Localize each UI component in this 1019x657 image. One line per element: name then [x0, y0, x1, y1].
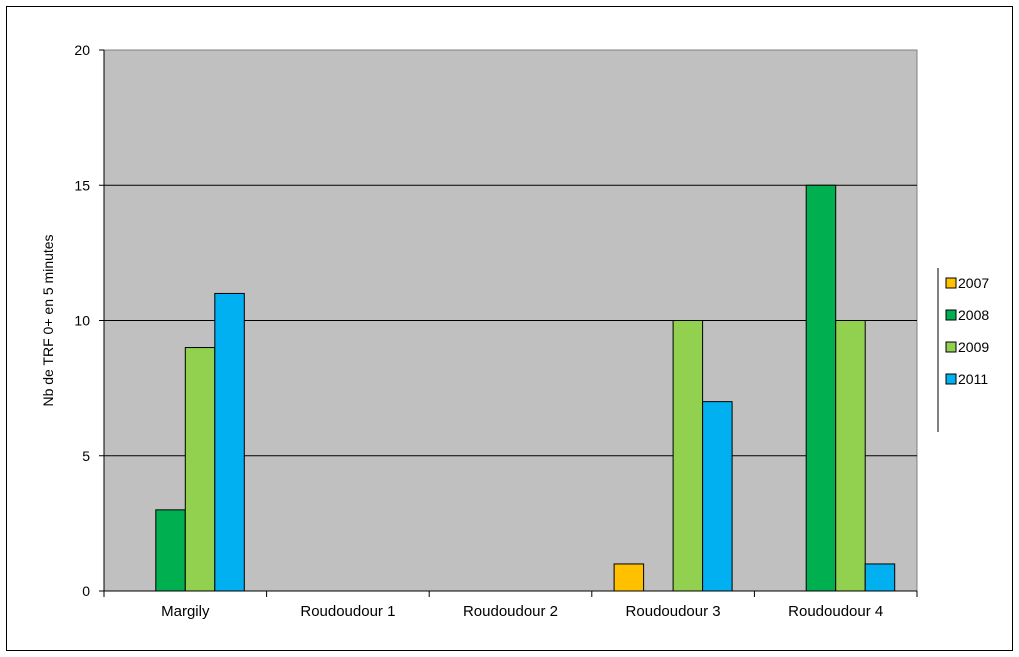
- bar-2011: [214, 292, 245, 592]
- legend-swatch-2011: [945, 373, 957, 385]
- bars: [155, 184, 896, 592]
- legend-label: 2008: [958, 307, 989, 323]
- y-tick-label: 5: [82, 448, 90, 464]
- bar-2008: [155, 509, 186, 592]
- x-category-label: Roudoudour 3: [626, 603, 721, 620]
- x-category-label: Roudoudour 2: [463, 603, 558, 620]
- x-category-labels: Margily Roudoudour 1 Roudoudour 2 Roudoudou…: [161, 603, 883, 620]
- y-tick-labels: 0 5 10 15 20: [74, 42, 90, 599]
- bar-2011: [864, 563, 896, 592]
- bar-2008: [805, 184, 837, 592]
- legend-swatch-2008: [945, 309, 957, 321]
- legend-label: 2009: [958, 339, 989, 355]
- bar-2009: [672, 320, 704, 592]
- y-tick-label: 20: [74, 42, 90, 58]
- bar-2007: [613, 563, 645, 592]
- y-tick-label: 15: [74, 177, 90, 193]
- bar-2009: [184, 347, 216, 592]
- y-tick-label: 10: [74, 313, 90, 329]
- y-tick-label: 0: [82, 583, 90, 599]
- legend-swatch-2009: [945, 341, 957, 353]
- y-axis-title: Nb de TRF 0+ en 5 minutes: [40, 234, 56, 406]
- legend-swatch-2007: [945, 277, 957, 289]
- legend-label: 2011: [958, 371, 988, 387]
- axes: [103, 50, 918, 597]
- legend-label: 2007: [958, 275, 989, 291]
- bar-2009: [835, 320, 866, 592]
- legend: 2007 2008 2009 2011: [937, 268, 989, 432]
- bar-2011: [702, 401, 733, 592]
- x-category-label: Roudoudour 4: [788, 603, 883, 620]
- x-category-label: Margily: [161, 603, 210, 620]
- x-category-label: Roudoudour 1: [300, 603, 395, 620]
